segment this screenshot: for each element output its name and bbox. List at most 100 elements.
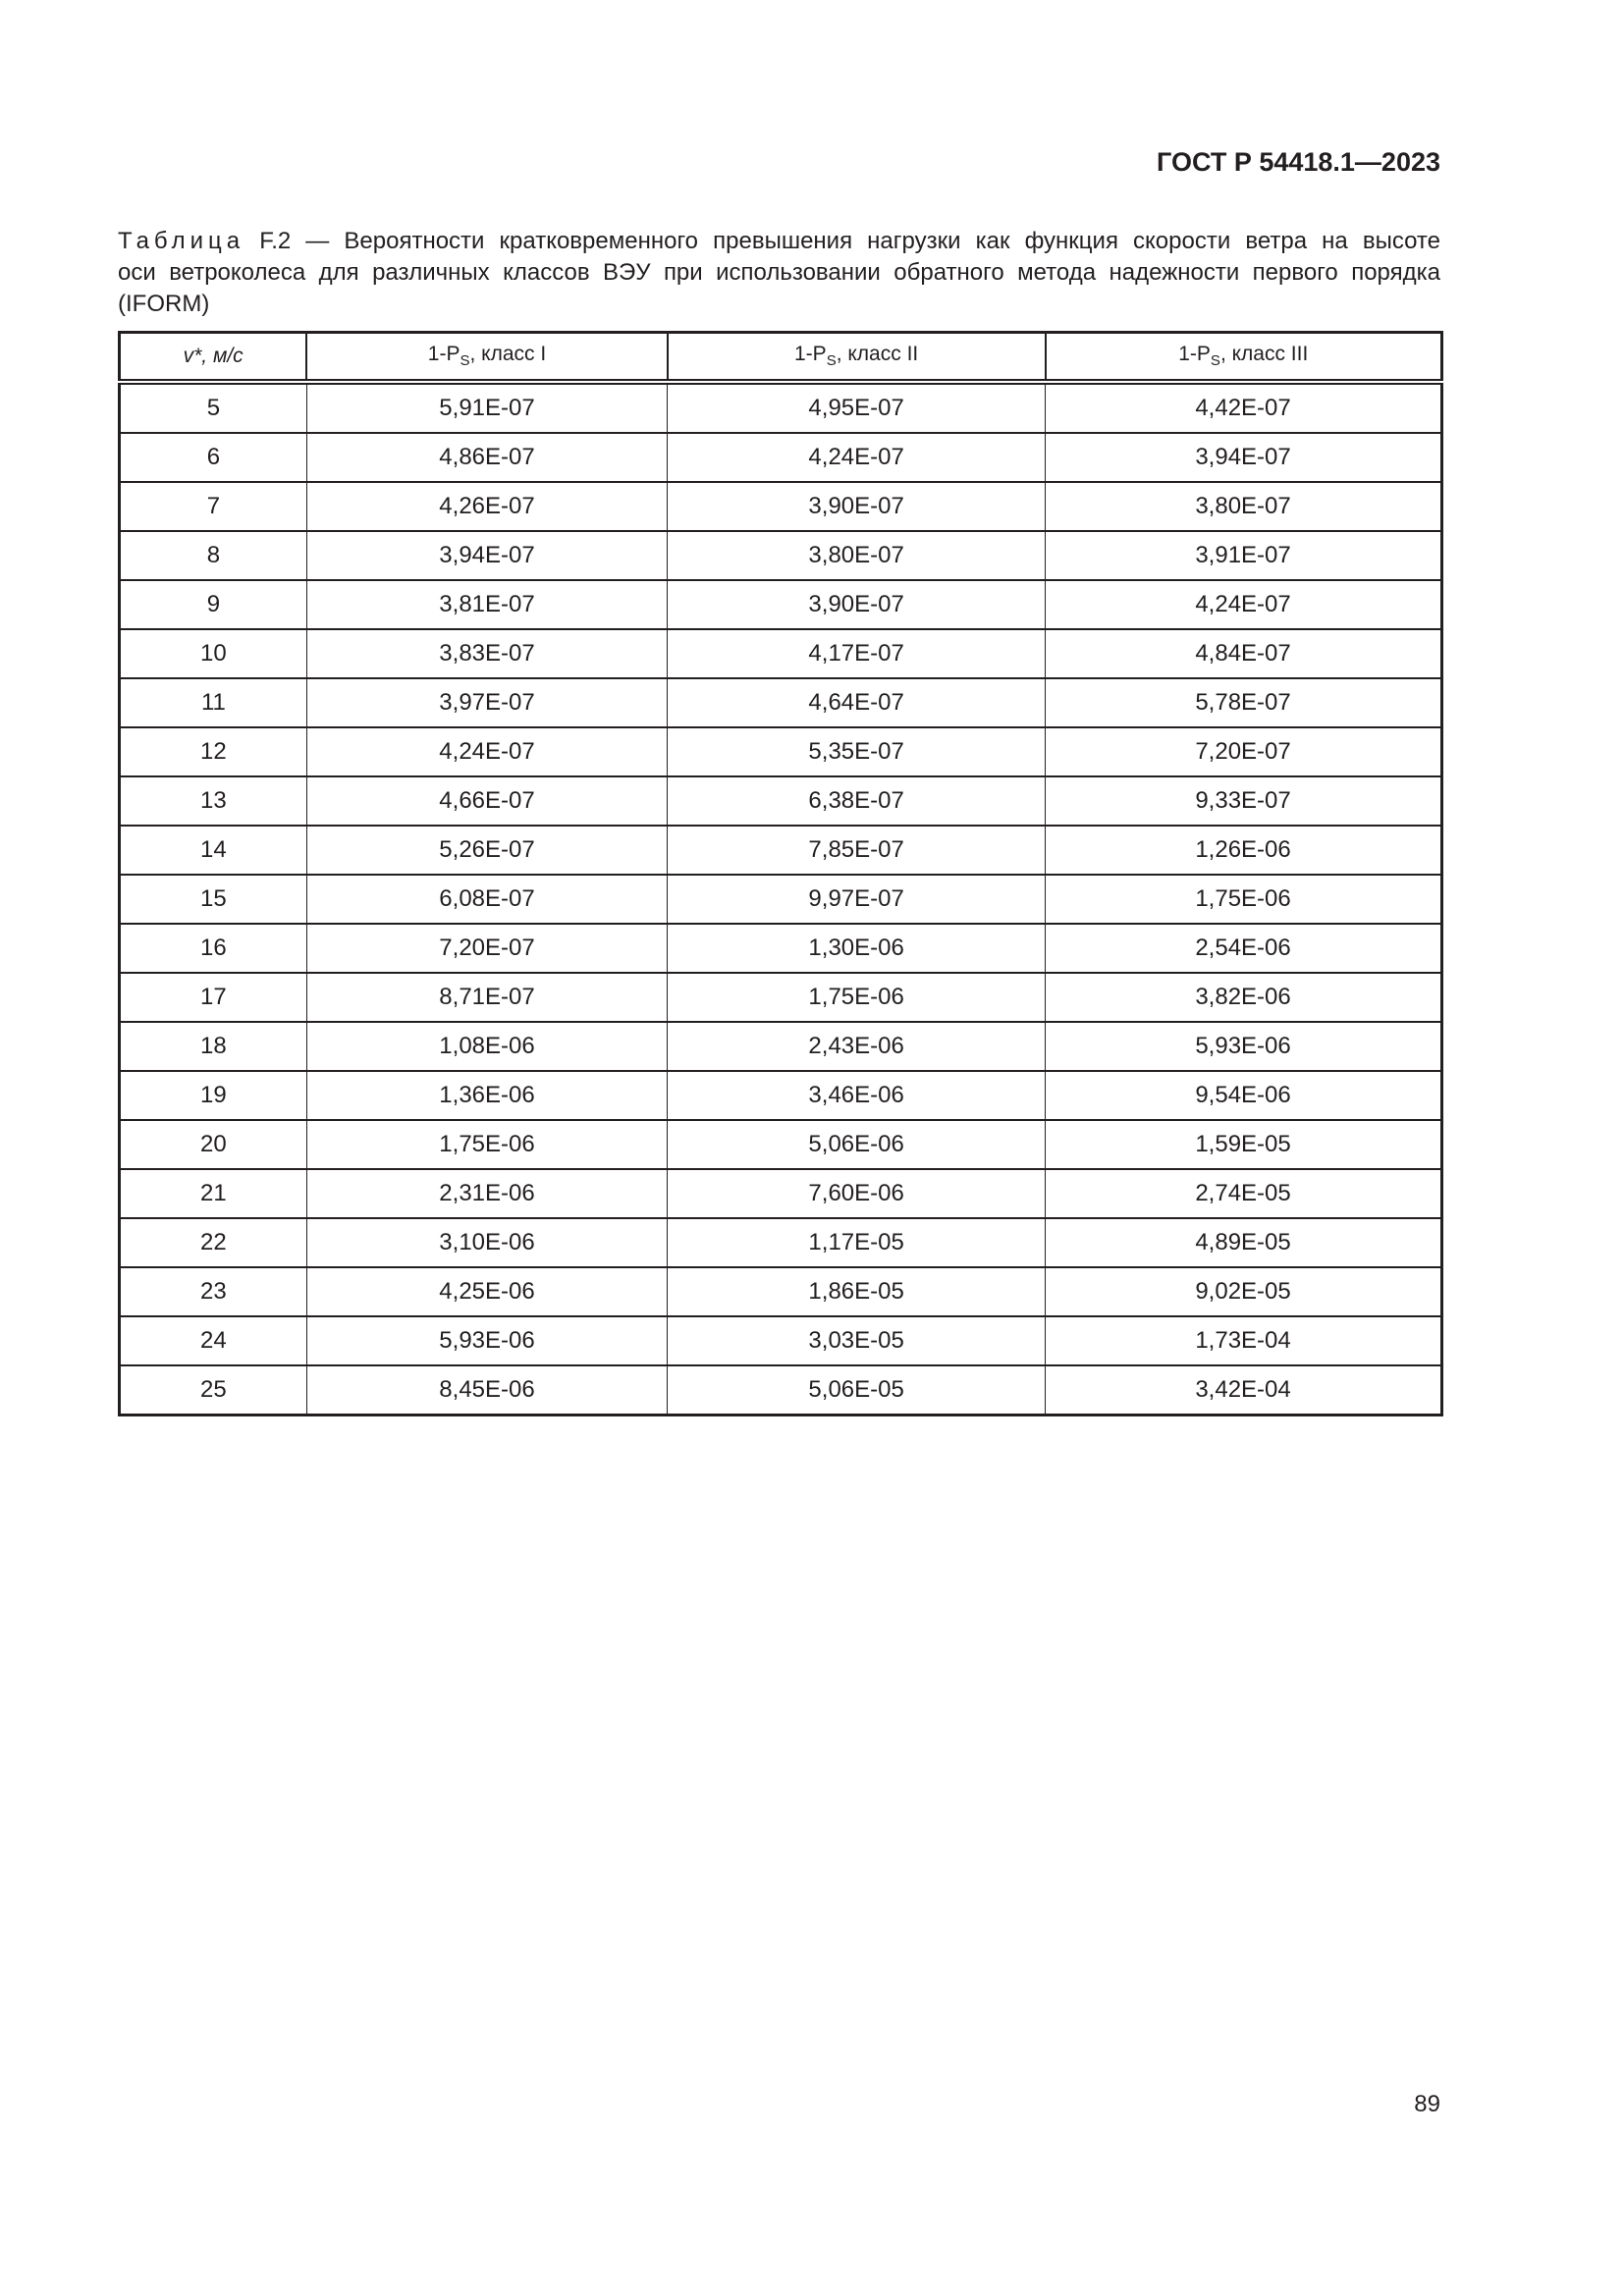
table-cell: 7,20E-07 bbox=[1045, 726, 1442, 777]
page-number: 89 bbox=[1414, 2091, 1440, 2117]
table-cell: 9 bbox=[119, 579, 307, 630]
table-cell: 3,80E-07 bbox=[667, 530, 1047, 581]
table-row: 5 5,91E-07 4,95E-07 4,42E-07 bbox=[119, 381, 1442, 434]
table-cell: 18 bbox=[119, 1021, 307, 1072]
header-wind-speed: v*, м/с bbox=[118, 331, 308, 385]
table-cell: 6 bbox=[119, 432, 307, 483]
table-cell: 1,75E-06 bbox=[305, 1119, 669, 1170]
table-cell: 3,90E-07 bbox=[667, 481, 1047, 532]
table-cell: 3,46E-06 bbox=[667, 1070, 1047, 1121]
table-cell: 8,71E-07 bbox=[305, 972, 669, 1023]
table-row: 19 1,36E-06 3,46E-06 9,54E-06 bbox=[119, 1070, 1442, 1121]
table-header-row: v*, м/с 1-PS, класс I 1-PS, класс II 1-P… bbox=[118, 331, 1443, 385]
table-cell: 9,97E-07 bbox=[667, 874, 1047, 925]
table-row: 7 4,26E-07 3,90E-07 3,80E-07 bbox=[119, 481, 1442, 532]
table-cell: 8,45E-06 bbox=[305, 1364, 669, 1416]
table-cell: 1,30E-06 bbox=[667, 923, 1047, 974]
table-cell: 4,17E-07 bbox=[667, 628, 1047, 679]
table-cell: 24 bbox=[119, 1315, 307, 1366]
table-cell: 7,60E-06 bbox=[667, 1168, 1047, 1219]
table-row: 17 8,71E-07 1,75E-06 3,82E-06 bbox=[119, 972, 1442, 1023]
table-row: 14 5,26E-07 7,85E-07 1,26E-06 bbox=[119, 825, 1442, 876]
table-cell: 1,75E-06 bbox=[1045, 874, 1442, 925]
table-row: 10 3,83E-07 4,17E-07 4,84E-07 bbox=[119, 628, 1442, 679]
table-cell: 3,03E-05 bbox=[667, 1315, 1047, 1366]
table-cell: 19 bbox=[119, 1070, 307, 1121]
table-cell: 1,17E-05 bbox=[667, 1217, 1047, 1268]
table-cell: 17 bbox=[119, 972, 307, 1023]
table-cell: 1,73E-04 bbox=[1045, 1315, 1442, 1366]
table-cell: 7,85E-07 bbox=[667, 825, 1047, 876]
table-cell: 8 bbox=[119, 530, 307, 581]
table-cell: 1,08E-06 bbox=[305, 1021, 669, 1072]
table-cell: 21 bbox=[119, 1168, 307, 1219]
table-cell: 3,94E-07 bbox=[1045, 432, 1442, 483]
table-cell: 4,24E-07 bbox=[305, 726, 669, 777]
table-cell: 13 bbox=[119, 775, 307, 827]
table-cell: 3,91E-07 bbox=[1045, 530, 1442, 581]
table-cell: 1,26E-06 bbox=[1045, 825, 1442, 876]
table-cell: 4,89E-05 bbox=[1045, 1217, 1442, 1268]
table-cell: 3,42E-04 bbox=[1045, 1364, 1442, 1416]
table-cell: 4,26E-07 bbox=[305, 481, 669, 532]
table-cell: 4,86E-07 bbox=[305, 432, 669, 483]
table-row: 15 6,08E-07 9,97E-07 1,75E-06 bbox=[119, 874, 1442, 925]
table-cell: 2,74E-05 bbox=[1045, 1168, 1442, 1219]
table-cell: 3,83E-07 bbox=[305, 628, 669, 679]
document-id: ГОСТ Р 54418.1—2023 bbox=[1157, 147, 1440, 177]
table-cell: 4,24E-07 bbox=[1045, 579, 1442, 630]
table-cell: 3,97E-07 bbox=[305, 677, 669, 728]
table-cell: 3,82E-06 bbox=[1045, 972, 1442, 1023]
table-row: 8 3,94E-07 3,80E-07 3,91E-07 bbox=[119, 530, 1442, 581]
table-cell: 5 bbox=[119, 381, 307, 434]
table-cell: 20 bbox=[119, 1119, 307, 1170]
table-cell: 3,90E-07 bbox=[667, 579, 1047, 630]
table-cell: 9,02E-05 bbox=[1045, 1266, 1442, 1317]
table-cell: 6,38E-07 bbox=[667, 775, 1047, 827]
caption-line: (IFORM) bbox=[118, 291, 210, 317]
table-cell: 22 bbox=[119, 1217, 307, 1268]
table-cell: 4,64E-07 bbox=[667, 677, 1047, 728]
table-cell: 5,78E-07 bbox=[1045, 677, 1442, 728]
probability-table: v*, м/с 1-PS, класс I 1-PS, класс II 1-P… bbox=[118, 331, 1443, 1416]
table-cell: 23 bbox=[119, 1266, 307, 1317]
table-caption: Таблица F.2 — Вероятности кратковременно… bbox=[118, 226, 1440, 320]
table-cell: 4,66E-07 bbox=[305, 775, 669, 827]
table-cell: 2,31E-06 bbox=[305, 1168, 669, 1219]
table-cell: 11 bbox=[119, 677, 307, 728]
table-cell: 5,91E-07 bbox=[305, 381, 669, 434]
table-row: 6 4,86E-07 4,24E-07 3,94E-07 bbox=[119, 432, 1442, 483]
table-cell: 5,06E-05 bbox=[667, 1364, 1047, 1416]
header-class-2: 1-PS, класс II bbox=[666, 331, 1047, 385]
table-cell: 3,80E-07 bbox=[1045, 481, 1442, 532]
table-cell: 4,95E-07 bbox=[667, 381, 1047, 434]
caption-label: Таблица bbox=[118, 228, 245, 254]
table-cell: 9,33E-07 bbox=[1045, 775, 1442, 827]
table-cell: 5,93E-06 bbox=[305, 1315, 669, 1366]
table-cell: 4,42E-07 bbox=[1045, 381, 1442, 434]
table-row: 20 1,75E-06 5,06E-06 1,59E-05 bbox=[119, 1119, 1442, 1170]
table-cell: 3,81E-07 bbox=[305, 579, 669, 630]
table-cell: 3,10E-06 bbox=[305, 1217, 669, 1268]
table-cell: 4,84E-07 bbox=[1045, 628, 1442, 679]
table-row: 23 4,25E-06 1,86E-05 9,02E-05 bbox=[119, 1266, 1442, 1317]
table-cell: 15 bbox=[119, 874, 307, 925]
table-row: 22 3,10E-06 1,17E-05 4,89E-05 bbox=[119, 1217, 1442, 1268]
table-cell: 7,20E-07 bbox=[305, 923, 669, 974]
table-cell: 10 bbox=[119, 628, 307, 679]
table-row: 12 4,24E-07 5,35E-07 7,20E-07 bbox=[119, 726, 1442, 777]
caption-line: оси ветроколеса для различных классов ВЭ… bbox=[118, 259, 1440, 286]
table-cell: 12 bbox=[119, 726, 307, 777]
table-cell: 5,35E-07 bbox=[667, 726, 1047, 777]
table-row: 24 5,93E-06 3,03E-05 1,73E-04 bbox=[119, 1315, 1442, 1366]
table-cell: 7 bbox=[119, 481, 307, 532]
table-cell: 1,75E-06 bbox=[667, 972, 1047, 1023]
table-row: 18 1,08E-06 2,43E-06 5,93E-06 bbox=[119, 1021, 1442, 1072]
table-row: 25 8,45E-06 5,06E-05 3,42E-04 bbox=[119, 1364, 1442, 1416]
table-cell: 6,08E-07 bbox=[305, 874, 669, 925]
table-cell: 4,24E-07 bbox=[667, 432, 1047, 483]
table-cell: 2,54E-06 bbox=[1045, 923, 1442, 974]
table-cell: 14 bbox=[119, 825, 307, 876]
table-cell: 25 bbox=[119, 1364, 307, 1416]
table-row: 11 3,97E-07 4,64E-07 5,78E-07 bbox=[119, 677, 1442, 728]
